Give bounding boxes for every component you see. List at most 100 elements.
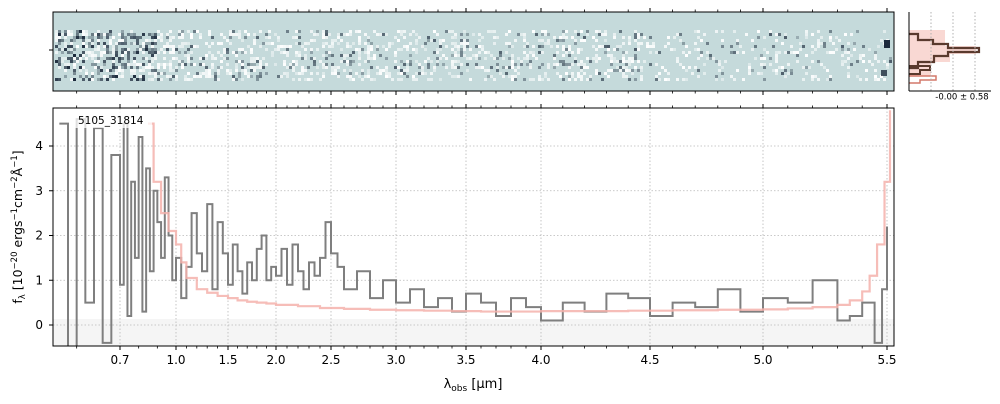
strip-pixel [547, 66, 550, 69]
strip-pixel [190, 51, 193, 54]
strip-pixel [121, 36, 124, 39]
strip-pixel [625, 63, 628, 66]
strip-pixel [151, 78, 154, 81]
strip-pixel [133, 51, 136, 54]
strip-pixel [238, 36, 241, 39]
strip-pixel [739, 45, 742, 48]
strip-pixel [148, 39, 151, 42]
strip-pixel [106, 45, 109, 48]
strip-pixel [388, 75, 391, 78]
strip-pixel [130, 33, 133, 36]
strip-pixel [544, 75, 547, 78]
strip-pixel [799, 48, 802, 51]
strip-pixel [742, 78, 745, 81]
strip-pixel [877, 60, 880, 63]
strip-pixel [103, 33, 106, 36]
strip-pixel [184, 63, 187, 66]
strip-pixel [202, 72, 205, 75]
strip-pixel [295, 54, 298, 57]
strip-pixel [238, 33, 241, 36]
strip-pixel [265, 36, 268, 39]
strip-pixel [637, 48, 640, 51]
strip-pixel [538, 45, 541, 48]
strip-pixel [253, 42, 256, 45]
strip-pixel [562, 48, 565, 51]
strip-pixel [130, 72, 133, 75]
strip-pixel [490, 75, 493, 78]
strip-pixel [151, 36, 154, 39]
strip-pixel [577, 75, 580, 78]
strip-pixel [358, 75, 361, 78]
hist-line [909, 32, 981, 70]
strip-pixel [163, 51, 166, 54]
strip-pixel [352, 51, 355, 54]
strip-pixel [64, 57, 67, 60]
strip-pixel [331, 42, 334, 45]
strip-pixel [373, 54, 376, 57]
strip-pixel [100, 51, 103, 54]
strip-pixel [325, 57, 328, 60]
strip-pixel [586, 57, 589, 60]
strip-pixel [109, 57, 112, 60]
strip-pixel [139, 78, 142, 81]
strip-pixel [160, 78, 163, 81]
strip-pixel [322, 42, 325, 45]
strip-pixel [151, 60, 154, 63]
strip-pixel [337, 33, 340, 36]
flux-series [59, 118, 888, 346]
strip-pixel [250, 69, 253, 72]
strip-pixel [115, 69, 118, 72]
strip-pixel [142, 69, 145, 72]
strip-pixel [421, 45, 424, 48]
strip-pixel [721, 39, 724, 42]
strip-pixel [136, 39, 139, 42]
strip-pixel [406, 48, 409, 51]
strip-pixel [388, 42, 391, 45]
strip-pixel [577, 48, 580, 51]
strip-pixel [346, 63, 349, 66]
strip-pixel [175, 75, 178, 78]
strip-pixel [571, 63, 574, 66]
strip-pixel [247, 75, 250, 78]
strip-pixel [601, 45, 604, 48]
strip-pixel [373, 57, 376, 60]
strip-pixel [286, 66, 289, 69]
strip-pixel [598, 33, 601, 36]
strip-pixel [79, 36, 82, 39]
strip-pixel [346, 54, 349, 57]
strip-pixel [322, 54, 325, 57]
strip-pixel [358, 54, 361, 57]
strip-pixel [589, 60, 592, 63]
strip-pixel [250, 60, 253, 63]
strip-pixel [451, 66, 454, 69]
strip-pixel [529, 51, 532, 54]
strip-pixel [352, 60, 355, 63]
strip-pixel [478, 45, 481, 48]
strip-pixel [367, 36, 370, 39]
strip-pixel [436, 48, 439, 51]
strip-pixel [316, 48, 319, 51]
strip-pixel [775, 60, 778, 63]
strip-pixel [379, 54, 382, 57]
strip-pixel [556, 45, 559, 48]
strip-pixel [64, 36, 67, 39]
strip-pixel [151, 33, 154, 36]
strip-pixel [64, 69, 67, 72]
strip-pixel [604, 72, 607, 75]
strip-pixel [403, 63, 406, 66]
strip-pixel [106, 33, 109, 36]
strip-pixel [358, 30, 361, 33]
strip-pixel [538, 39, 541, 42]
strip-pixel [613, 60, 616, 63]
strip-pixel [238, 30, 241, 33]
strip-pixel [334, 39, 337, 42]
strip-pixel [133, 57, 136, 60]
strip-pixel [58, 39, 61, 42]
strip-pixel [604, 51, 607, 54]
strip-pixel [304, 48, 307, 51]
strip-pixel [490, 54, 493, 57]
strip-pixel [115, 48, 118, 51]
strip-pixel [319, 60, 322, 63]
strip-pixel [322, 63, 325, 66]
strip-pixel [355, 48, 358, 51]
